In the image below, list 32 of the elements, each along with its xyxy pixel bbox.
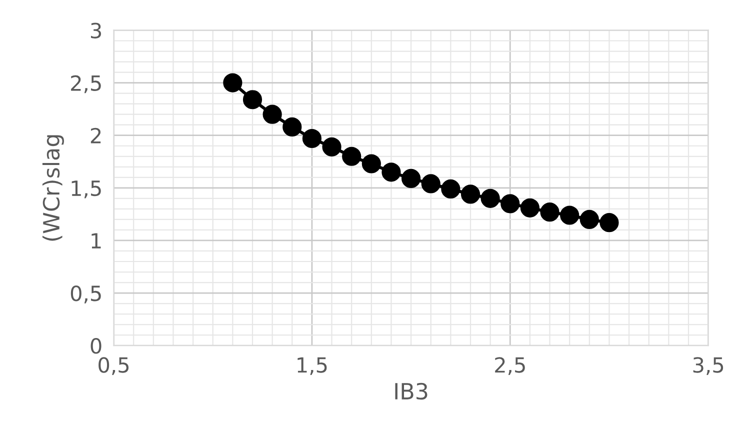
point [362,154,381,174]
x-tick-label: 2,5 [495,357,525,375]
point [421,174,440,194]
point [540,202,560,222]
point [441,179,460,199]
point [282,117,302,136]
y-tick-label: 1,5 [72,180,101,198]
point [401,168,421,188]
y-tick-label: 0 [90,338,102,354]
point [600,213,619,232]
point [560,206,580,225]
point [242,90,262,110]
point [480,188,500,208]
point [342,146,362,166]
point [500,194,520,214]
y-tick-label: 2 [90,128,101,144]
point [223,73,242,92]
point [322,137,342,156]
y-axis-title: (WCr)slag [42,135,64,241]
x-tick-label: 3,5 [693,357,724,375]
point [580,210,599,230]
x-axis-title: IB3 [395,382,428,400]
point [302,128,322,148]
y-tick-label: 0,5 [70,285,101,304]
y-tick-label: 3 [90,22,101,38]
y-tick-label: 2,5 [71,75,101,94]
x-tick-label: 1,5 [298,357,327,375]
point [460,184,480,204]
point [520,198,540,218]
point [262,104,282,124]
y-tick-label: 1 [92,233,101,248]
point [382,162,401,182]
